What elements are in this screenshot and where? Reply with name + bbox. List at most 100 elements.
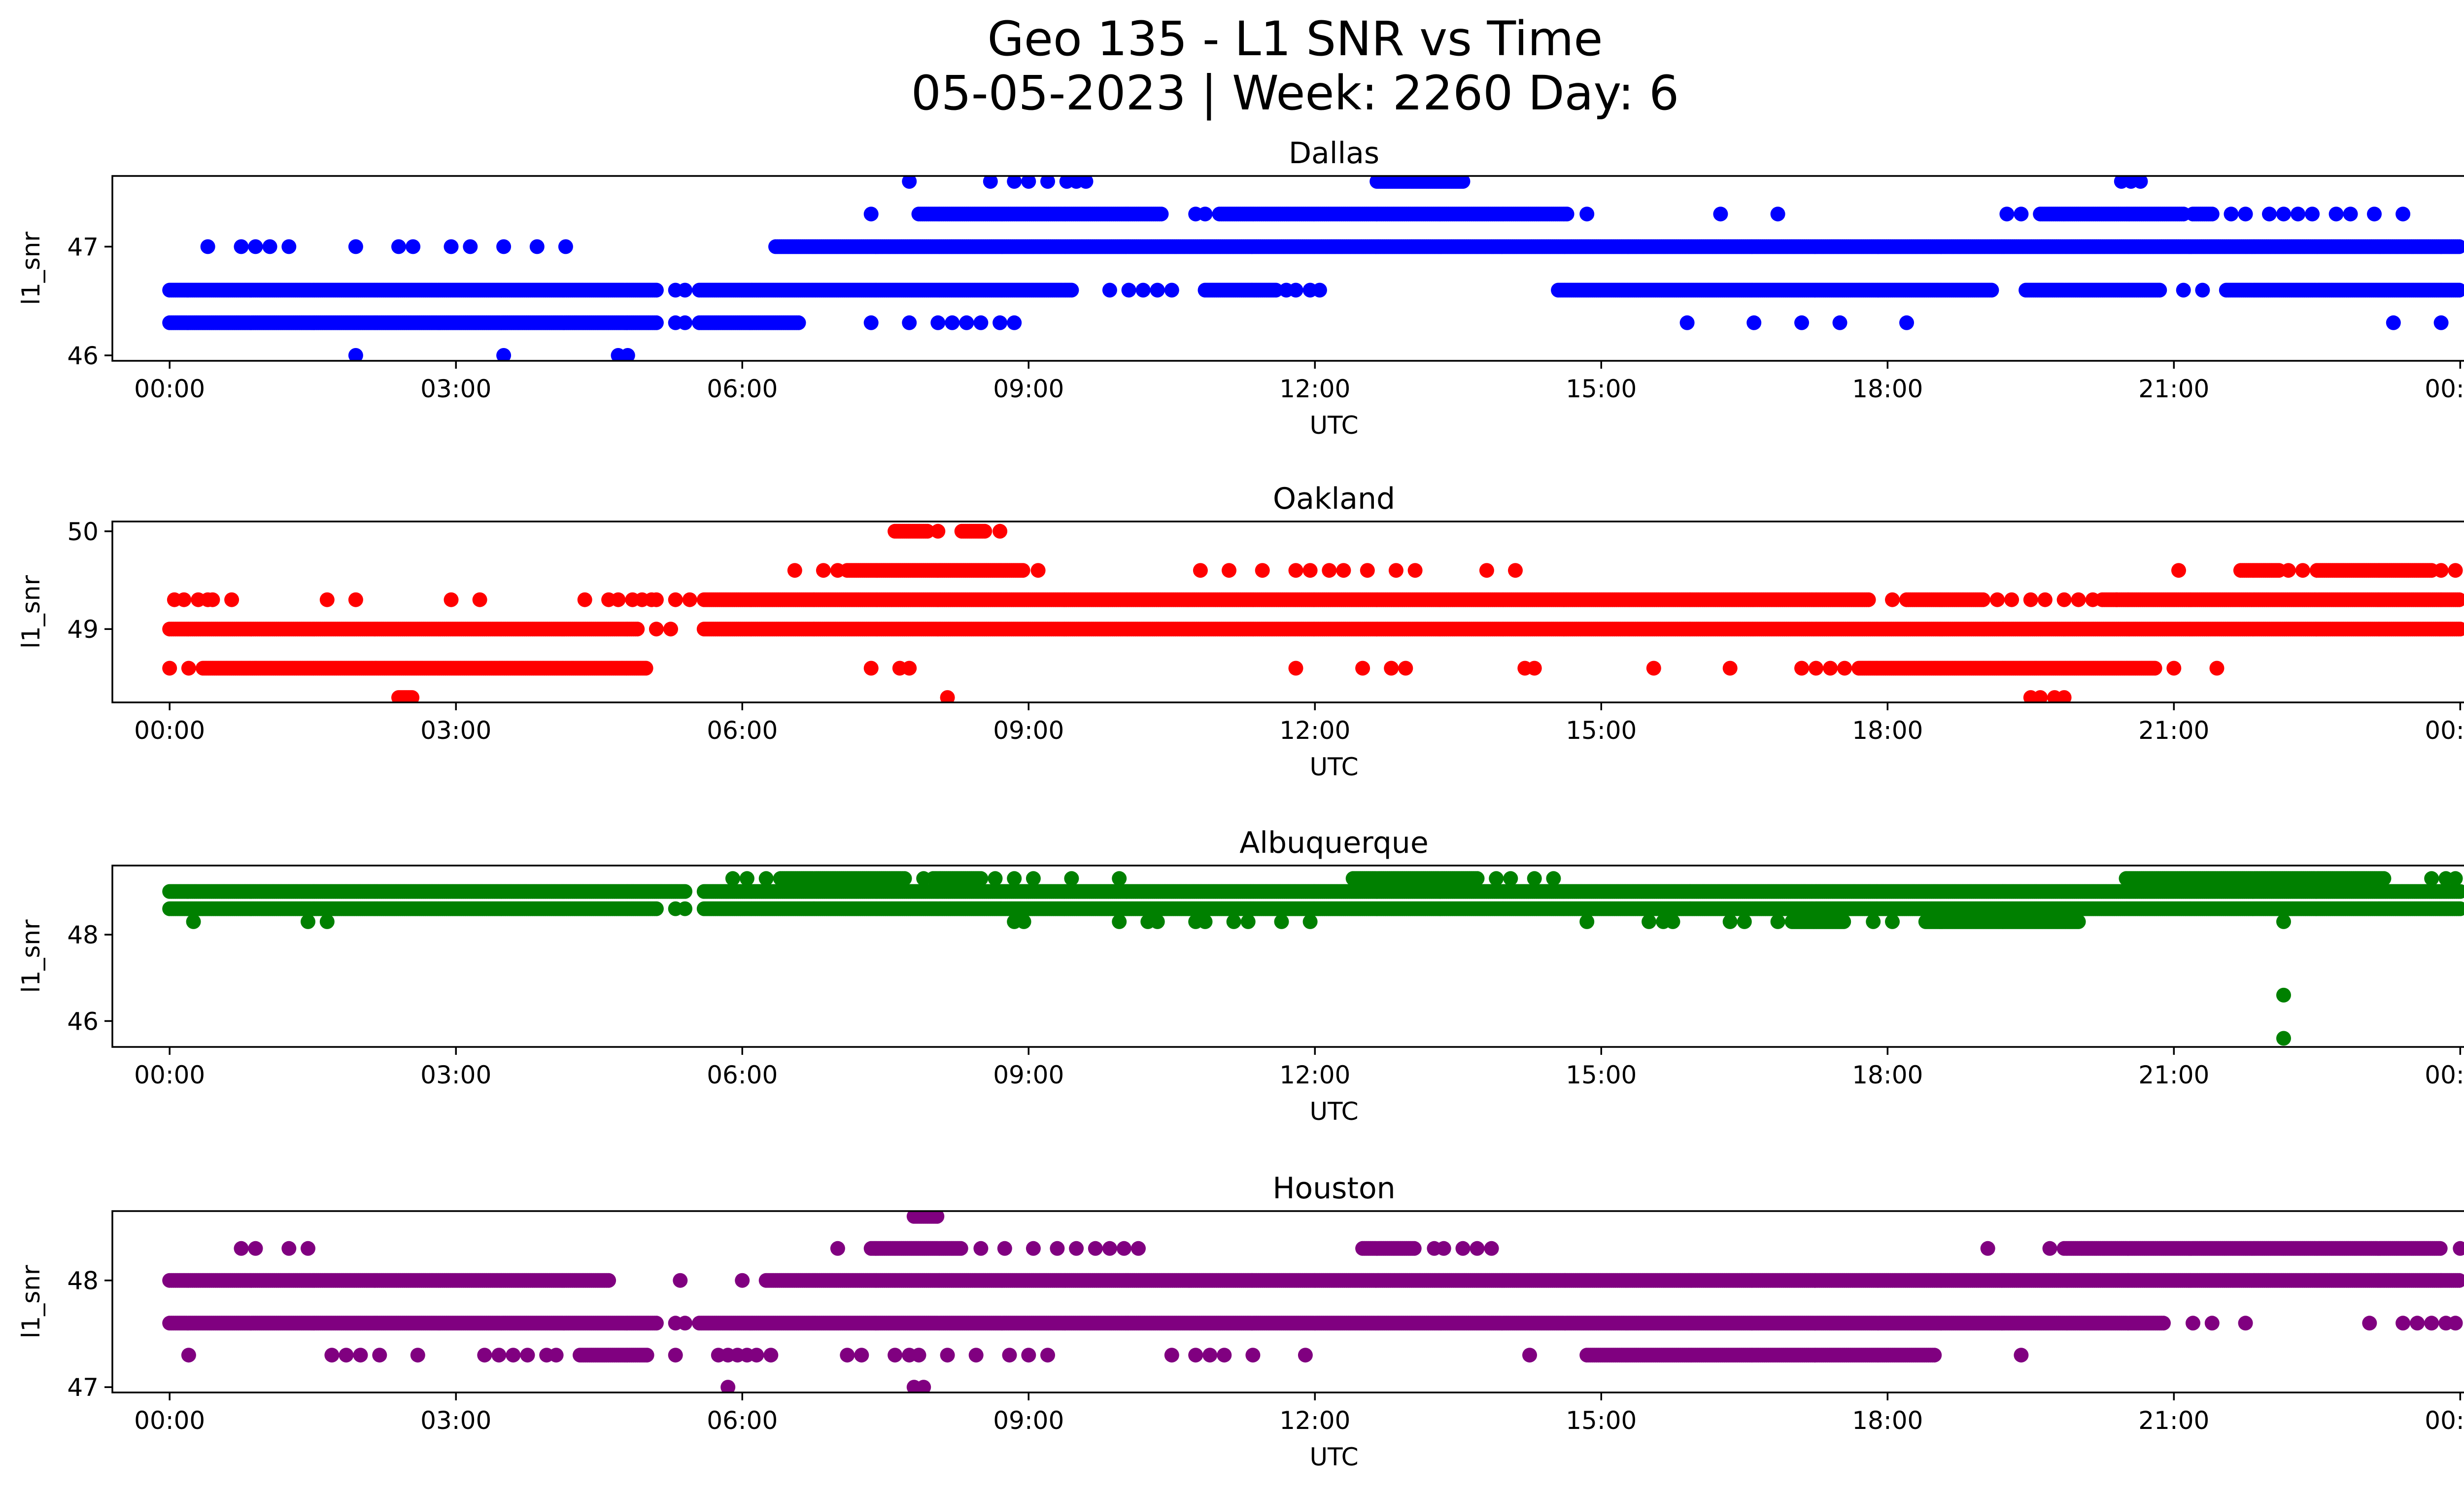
data-point	[1823, 661, 1838, 676]
figure-title-line1: Geo 135 - L1 SNR vs Time	[988, 11, 1603, 67]
data-point	[181, 661, 196, 676]
subplot-title: Dallas	[1289, 136, 1379, 171]
data-point	[791, 315, 806, 330]
data-point	[1713, 207, 1728, 222]
data-point	[1007, 315, 1022, 330]
data-point	[1794, 661, 1809, 676]
x-tick-label: 21:00	[2138, 375, 2209, 403]
data-point	[1198, 207, 1213, 222]
data-point	[678, 315, 692, 330]
data-point	[2238, 207, 2253, 222]
data-point	[1040, 176, 1055, 189]
data-point	[959, 315, 974, 330]
data-point	[2209, 661, 2224, 676]
data-point	[1384, 661, 1399, 676]
data-point	[391, 239, 406, 254]
data-point	[1135, 282, 1151, 298]
data-point	[863, 315, 879, 330]
data-point	[2056, 690, 2072, 702]
data-point	[1999, 207, 2015, 222]
data-point	[406, 239, 421, 254]
data-point	[1288, 282, 1303, 298]
data-point	[1455, 176, 1471, 189]
data-point	[496, 348, 512, 361]
data-point	[281, 239, 297, 254]
data-point	[2396, 207, 2411, 222]
data-point	[902, 176, 917, 189]
data-point	[2367, 207, 2382, 222]
x-tick-label: 03:00	[420, 375, 491, 403]
data-point	[2224, 207, 2239, 222]
data-point	[1984, 282, 1999, 298]
data-point	[2386, 315, 2401, 330]
data-point	[945, 315, 960, 330]
data-point	[1832, 315, 1848, 330]
data-point	[1288, 661, 1303, 676]
x-tick-label: 00:00	[134, 375, 205, 403]
data-point	[262, 239, 277, 254]
data-point	[234, 239, 249, 254]
data-point	[973, 315, 989, 330]
data-point	[2147, 661, 2162, 676]
data-point	[1398, 661, 1413, 676]
data-point	[863, 207, 879, 222]
data-point	[1021, 176, 1036, 189]
data-point	[1809, 661, 1823, 676]
data-point	[930, 315, 946, 330]
data-point	[200, 239, 215, 254]
data-point	[2276, 207, 2291, 222]
scatter-points-dallas	[162, 176, 2464, 361]
data-point	[1154, 207, 1169, 222]
data-point	[992, 315, 1008, 330]
data-point	[649, 622, 664, 637]
data-point	[2195, 282, 2210, 298]
x-tick-label: 00:00	[2425, 375, 2464, 403]
data-point	[1976, 592, 1990, 607]
data-point	[902, 661, 917, 676]
data-point	[2033, 690, 2048, 702]
data-point	[348, 239, 363, 254]
data-point	[2176, 282, 2191, 298]
data-point	[638, 661, 653, 676]
data-point	[1064, 282, 1079, 298]
data-point	[983, 176, 998, 189]
data-point	[2452, 239, 2464, 254]
y-axis-label: l1_snr	[17, 232, 45, 305]
figure-title-line2: 05-05-2023 | Week: 2260 Day: 6	[911, 66, 1679, 121]
data-point	[2343, 207, 2358, 222]
data-point	[863, 661, 879, 676]
x-axis-label: UTC	[1309, 411, 1358, 440]
data-point	[1559, 207, 1574, 222]
x-tick-label: 18:00	[1852, 375, 1923, 403]
data-point	[162, 661, 177, 676]
data-point	[1746, 315, 1762, 330]
data-point	[1102, 282, 1117, 298]
data-point	[1646, 661, 1661, 676]
data-point	[1078, 176, 1094, 189]
data-point	[1355, 661, 1370, 676]
data-point	[1679, 315, 1695, 330]
data-point	[2328, 207, 2344, 222]
data-point	[2433, 315, 2449, 330]
x-tick-label: 06:00	[707, 375, 778, 403]
data-point	[649, 282, 664, 298]
data-point	[663, 622, 678, 637]
data-point	[2291, 207, 2306, 222]
data-point	[2152, 282, 2167, 298]
data-point	[348, 348, 363, 361]
x-tick-label: 15:00	[1566, 375, 1637, 403]
data-point	[630, 622, 645, 637]
data-point	[1722, 661, 1738, 676]
x-tick-label: 09:00	[993, 375, 1064, 403]
data-point	[1861, 592, 1876, 607]
data-point	[649, 315, 664, 330]
data-point	[902, 315, 917, 330]
plot-area-frame	[111, 175, 2464, 362]
data-point	[2452, 282, 2464, 298]
data-point	[463, 239, 478, 254]
